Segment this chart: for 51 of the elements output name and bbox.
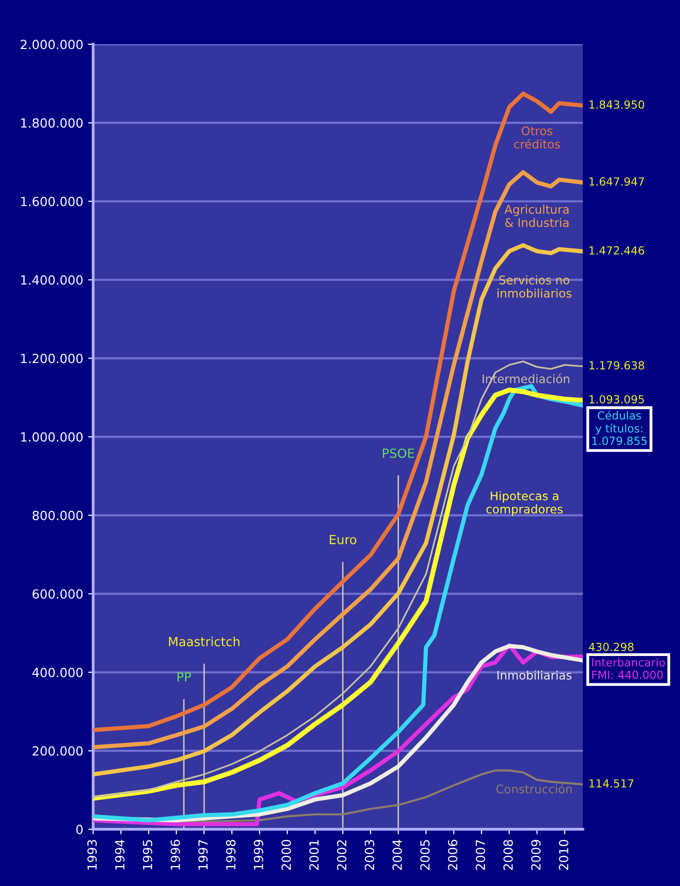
- x-tick-label: 2006: [448, 840, 458, 870]
- data-label: 114.517: [590, 779, 634, 788]
- series-label: Otros créditos: [514, 126, 560, 149]
- y-tick-label: 1.400.000: [21, 275, 83, 285]
- series-label: Inmobiliarias: [497, 670, 572, 680]
- series-label: Construcción: [496, 784, 572, 794]
- x-tick-label: 2007: [476, 840, 486, 870]
- x-tick-label: 1998: [226, 840, 236, 870]
- x-tick-label: 1999: [254, 840, 264, 870]
- x-tick-label: 1996: [170, 840, 180, 870]
- data-label: 1.472.446: [590, 246, 644, 255]
- x-tick-label: 2000: [282, 840, 291, 870]
- data-label: 1.843.950: [590, 100, 644, 109]
- series-label: Cédulas y títulos:: [596, 410, 642, 435]
- y-tick-label: 2.000.000: [20, 40, 83, 50]
- ref-line-label: Euro: [330, 534, 356, 544]
- text: Hipotecas a compradores: [486, 491, 563, 516]
- y-tick-label: 1.800.000: [21, 118, 83, 128]
- data-label: 1.179.638: [590, 361, 644, 370]
- series-label: Servicios no inmobiliarios: [498, 275, 572, 298]
- y-tick-label: 200.000: [32, 746, 83, 756]
- x-tick-label: 2008: [503, 840, 513, 870]
- y-tick-label: 1.000.000: [21, 432, 83, 442]
- data-label: 430.298: [588, 642, 634, 652]
- data-label: 1.647.947: [590, 177, 644, 186]
- x-tick-label: 2002: [336, 840, 346, 870]
- data-label: 1.093.095: [590, 395, 644, 404]
- ref-line-label: Maastrictch: [168, 636, 240, 646]
- x-tick-label: 2010: [558, 840, 568, 870]
- data-label: FMI: 440.000: [592, 670, 663, 680]
- y-tick-label: 400.000: [32, 668, 83, 678]
- series-label: Agricultura & Industria: [504, 204, 568, 228]
- y-tick-label: 1.200.000: [21, 354, 83, 364]
- ref-line-label: PSOE: [382, 448, 414, 458]
- x-tick-label: 1993: [87, 840, 97, 870]
- x-tick-label: 1994: [115, 840, 125, 870]
- y-tick-label: 800.000: [32, 510, 83, 520]
- x-tick-label: 1995: [142, 840, 152, 870]
- y-tick-label: 1.600.000: [21, 196, 83, 206]
- y-tick-label: 600.000: [32, 589, 83, 599]
- x-tick-label: 2009: [531, 840, 541, 870]
- x-tick-label: 2004: [392, 840, 402, 870]
- ref-line-label: PP: [178, 672, 191, 682]
- data-label: 1.079.855: [592, 436, 647, 446]
- line-series: [93, 243, 583, 776]
- x-tick-label: 2003: [364, 840, 374, 870]
- series-label: Interbancario: [592, 658, 665, 667]
- x-tick-label: 2005: [420, 840, 430, 870]
- x-tick-label: 1997: [198, 840, 208, 870]
- y-tick-label: 0: [76, 824, 83, 834]
- x-tick-label: 2001: [309, 840, 319, 870]
